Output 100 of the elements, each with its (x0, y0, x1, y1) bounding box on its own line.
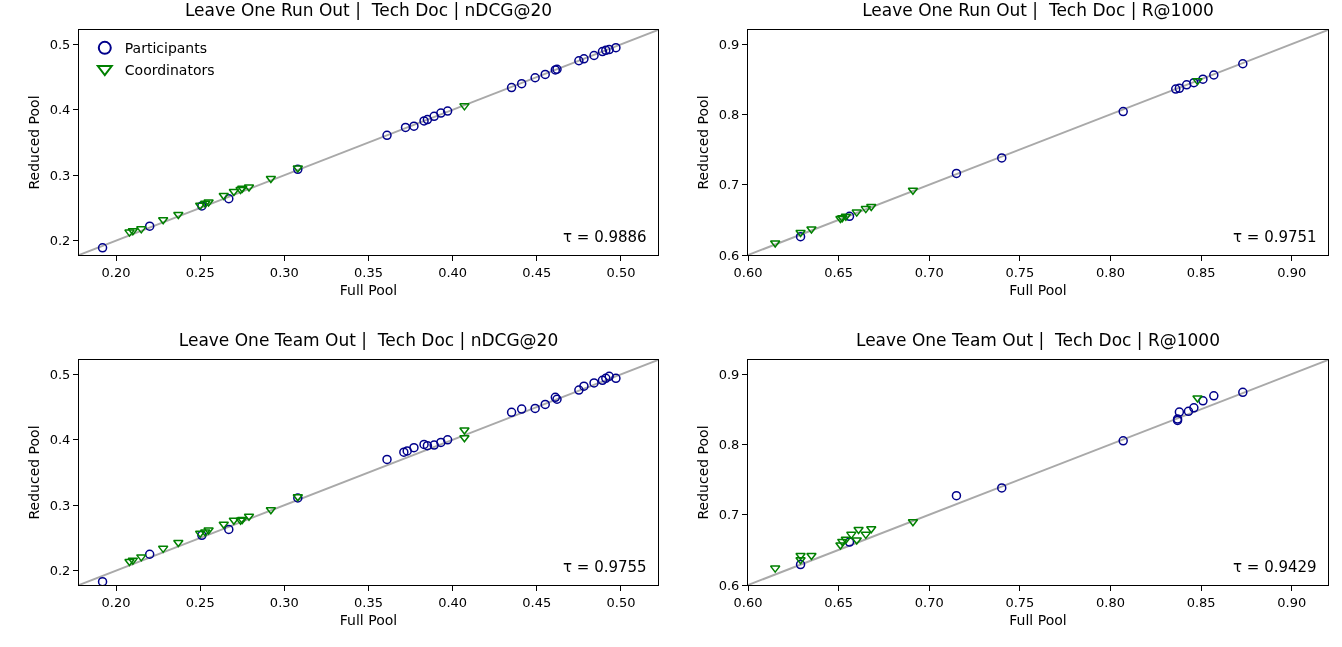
point (540, 69, 550, 80)
point (459, 435, 470, 443)
point (442, 435, 453, 445)
point (157, 216, 169, 225)
point (1183, 406, 1194, 417)
point (516, 78, 527, 89)
point (1209, 70, 1219, 80)
y-tick-label: 0.6 (718, 247, 740, 263)
y-tick-label: 0.4 (49, 102, 71, 118)
point (907, 187, 919, 196)
point (199, 200, 211, 209)
point (429, 440, 439, 450)
point (1238, 59, 1248, 69)
point (997, 483, 1007, 493)
x-axis-title: Full Pool (1009, 611, 1067, 628)
point (419, 116, 429, 126)
y-tick-label: 0.6 (718, 577, 740, 593)
y-tick-label: 0.5 (49, 366, 71, 382)
point (409, 442, 419, 453)
x-tick-label: 0.90 (1277, 264, 1307, 280)
point (795, 231, 806, 242)
x-tick-label: 0.30 (269, 264, 299, 280)
point (459, 103, 470, 111)
x-axis-title: Full Pool (339, 281, 398, 298)
point (844, 537, 855, 547)
point (611, 42, 621, 53)
x-tick-label: 0.20 (101, 594, 131, 610)
x-tick-label: 0.45 (522, 264, 552, 280)
x-tick-label: 0.35 (354, 594, 383, 610)
point (228, 188, 240, 197)
point (172, 539, 184, 548)
point (203, 527, 214, 535)
point (795, 556, 806, 565)
point (1209, 391, 1219, 401)
chart-title: Leave One Team Out | Tech Doc | nDCG@20 (178, 329, 559, 350)
point (540, 399, 550, 410)
point (382, 454, 392, 465)
y-axis-title: Reduced Pool (26, 425, 43, 520)
x-axis-title: Full Pool (339, 611, 398, 628)
x-tick-label: 0.50 (606, 594, 636, 610)
point (574, 55, 584, 66)
x-tick-label: 0.85 (1186, 264, 1216, 280)
point (157, 545, 169, 554)
x-axis-title: Full Pool (1009, 281, 1067, 298)
chart-title: Leave One Team Out | Tech Doc | R@1000 (855, 329, 1221, 350)
point (1192, 395, 1203, 403)
point (224, 524, 234, 535)
point (400, 122, 411, 133)
x-tick-label: 0.25 (185, 264, 215, 280)
point (530, 73, 540, 83)
point (597, 46, 608, 57)
point (516, 404, 527, 414)
point (459, 427, 470, 435)
x-tick-label: 0.85 (1186, 594, 1216, 610)
point (144, 221, 155, 231)
legend-label: Coordinators (124, 61, 215, 78)
point (1189, 77, 1199, 88)
x-tick-label: 0.20 (101, 264, 131, 280)
annotation: τ = 0.9751 (1233, 228, 1317, 246)
point (845, 531, 857, 540)
annotation: τ = 0.9755 (563, 558, 647, 576)
point (997, 153, 1007, 163)
point (422, 440, 433, 451)
y-tick-label: 0.5 (49, 36, 71, 52)
y-tick-label: 0.4 (49, 432, 71, 448)
point (124, 229, 135, 237)
point (844, 211, 855, 222)
x-tick-label: 0.80 (1096, 594, 1125, 610)
point (224, 194, 234, 204)
x-tick-label: 0.80 (1096, 264, 1125, 280)
point (951, 490, 962, 501)
point (506, 407, 517, 418)
point (860, 531, 872, 540)
point (1118, 436, 1128, 446)
y-tick-label: 0.8 (718, 436, 740, 452)
point (1198, 74, 1208, 84)
chart-title: Leave One Run Out | Tech Doc | R@1000 (862, 0, 1214, 20)
point (436, 437, 446, 448)
y-tick-label: 0.7 (718, 177, 740, 193)
point (795, 559, 806, 570)
x-tick-label: 0.70 (914, 594, 944, 610)
point (422, 114, 433, 125)
y-tick-label: 0.2 (49, 233, 71, 249)
point (865, 203, 877, 212)
point (243, 513, 255, 522)
x-tick-label: 0.60 (733, 594, 763, 610)
x-tick-label: 0.70 (914, 264, 944, 280)
point (144, 549, 155, 560)
point (442, 106, 453, 116)
y-tick-label: 0.9 (718, 366, 740, 382)
point (806, 552, 817, 561)
point (124, 558, 135, 567)
point (795, 552, 806, 561)
x-tick-label: 0.25 (185, 594, 215, 610)
point (506, 82, 517, 93)
x-tick-label: 0.65 (824, 264, 854, 280)
point (853, 526, 864, 535)
y-tick-label: 0.9 (718, 36, 740, 52)
x-tick-label: 0.45 (522, 594, 552, 610)
y-tick-label: 0.8 (718, 106, 740, 122)
